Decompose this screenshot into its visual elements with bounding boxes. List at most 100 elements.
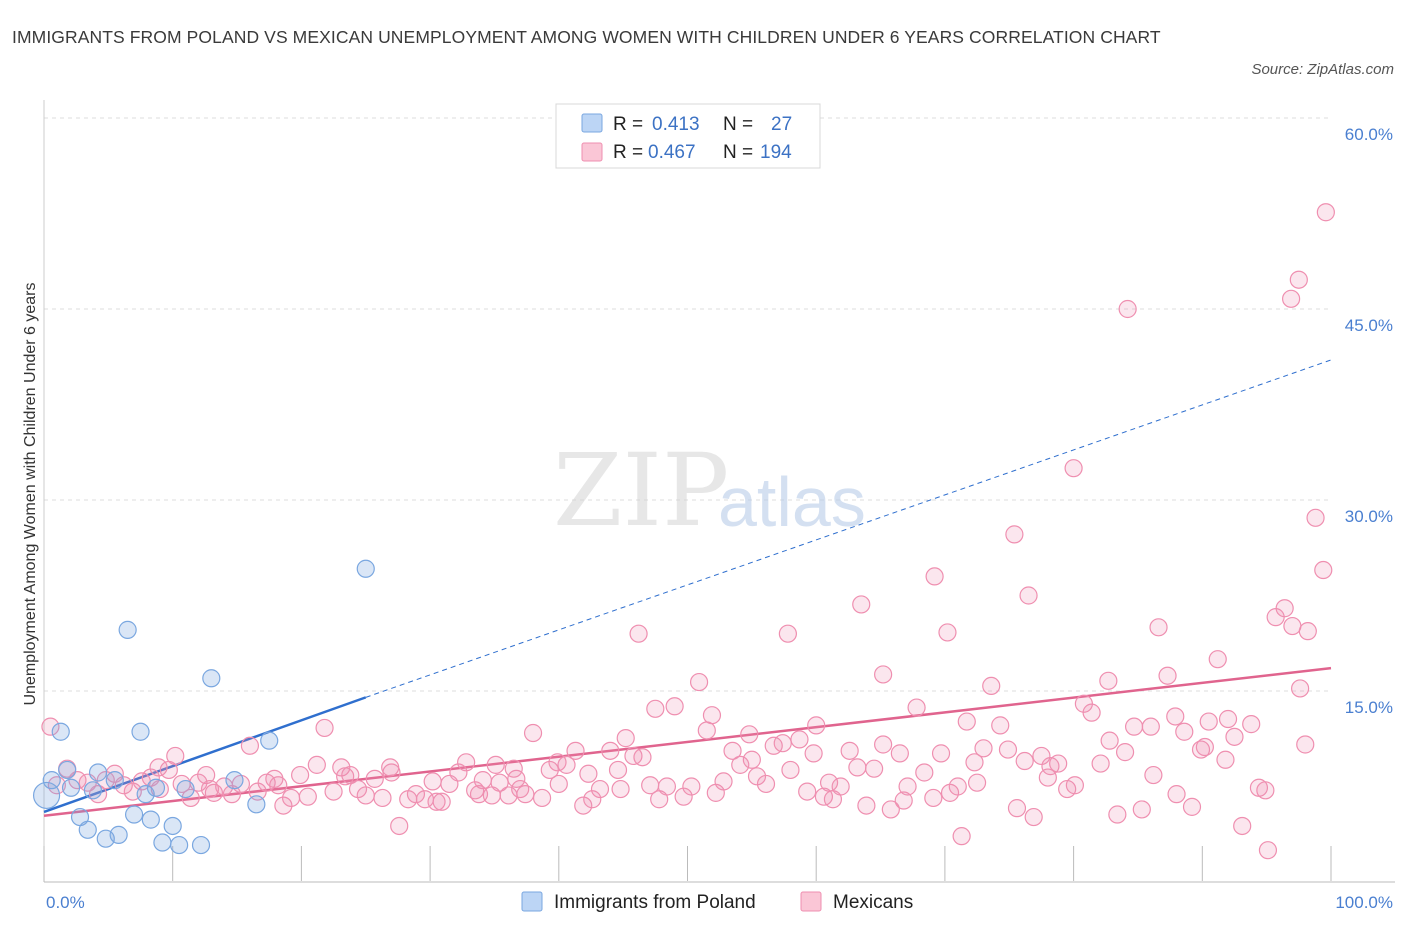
point-mexicans-191 (336, 767, 355, 786)
point-poland-14 (131, 722, 150, 741)
point-mexicans-187 (548, 753, 567, 772)
point-mexicans-43 (406, 785, 426, 804)
point-mexicans-29 (291, 765, 310, 785)
point-mexicans-175 (1038, 768, 1057, 787)
point-poland-15 (136, 785, 155, 804)
point-mexicans-28 (282, 788, 301, 808)
point-mexicans-38 (365, 769, 384, 788)
point-poland-6 (78, 820, 97, 839)
point-mexicans-181 (1144, 765, 1163, 785)
point-mexicans-167 (427, 792, 446, 811)
legend-swatch-mexicans (581, 142, 603, 162)
point-mexicans-190 (381, 758, 400, 777)
point-mexicans-27 (274, 796, 293, 815)
point-mexicans-14 (166, 746, 185, 766)
point-mexicans-23 (240, 736, 260, 755)
grid (44, 117, 1331, 692)
axes (43, 100, 1395, 883)
point-mexicans-120 (1049, 754, 1068, 773)
point-mexicans-68 (616, 729, 635, 748)
watermark: ZIP atlas (553, 432, 866, 549)
point-mexicans-102 (898, 777, 917, 796)
legend-r-label: R = (613, 114, 643, 135)
point-mexicans-160 (925, 567, 944, 586)
point-mexicans-57 (523, 723, 543, 743)
legend-n-label-2: N = (723, 142, 753, 163)
point-mexicans-63 (574, 796, 593, 815)
point-mexicans-74 (665, 697, 684, 716)
point-mexicans-169 (504, 759, 523, 778)
point-poland-22 (191, 835, 211, 855)
point-mexicans-31 (307, 755, 326, 774)
point-mexicans-170 (611, 779, 630, 799)
point-mexicans-41 (390, 816, 409, 836)
point-poland-1 (42, 771, 61, 790)
point-mexicans-110 (965, 753, 984, 772)
point-mexicans-155 (1316, 203, 1335, 222)
point-mexicans-157 (1064, 459, 1083, 478)
point-mexicans-147 (1275, 599, 1294, 618)
point-mexicans-188 (511, 779, 530, 799)
point-mexicans-116 (1015, 751, 1034, 771)
point-mexicans-164 (778, 624, 797, 643)
point-mexicans-21 (222, 785, 242, 804)
point-mexicans-91 (807, 716, 826, 735)
point-mexicans-131 (1141, 717, 1160, 736)
point-mexicans-176 (1167, 785, 1186, 804)
point-mexicans-159 (1019, 586, 1038, 605)
point-mexicans-8 (114, 776, 133, 795)
point-poland-19 (163, 816, 182, 836)
point-mexicans-96 (848, 758, 867, 777)
point-mexicans-142 (1233, 816, 1252, 836)
point-mexicans-139 (1208, 650, 1227, 669)
watermark-atlas: atlas (718, 463, 866, 541)
point-mexicans-183 (952, 827, 971, 846)
legend-r-label-2: R = (613, 142, 643, 163)
point-mexicans-113 (991, 716, 1010, 735)
point-mexicans-58 (532, 788, 552, 808)
point-mexicans-134 (1166, 707, 1185, 726)
point-mexicans-75 (674, 787, 693, 806)
point-mexicans-122 (1065, 776, 1084, 795)
point-mexicans-45 (423, 772, 442, 791)
point-poland-2 (51, 722, 70, 741)
bottom-legend-label-mexicans: Mexicans (833, 892, 913, 913)
point-mexicans-114 (998, 740, 1018, 759)
point-poland-13 (124, 805, 144, 824)
point-mexicans-179 (1296, 735, 1315, 754)
chart-source: Source: ZipAtlas.com (1251, 61, 1394, 78)
point-mexicans-178 (1256, 781, 1275, 800)
point-poland-3 (58, 760, 77, 780)
point-mexicans-154 (1289, 270, 1308, 289)
point-mexicans-129 (1124, 717, 1144, 736)
point-mexicans-37 (356, 786, 375, 805)
point-mexicans-100 (881, 800, 900, 819)
point-mexicans-97 (857, 796, 876, 815)
point-mexicans-127 (1108, 805, 1127, 824)
point-mexicans-149 (1291, 679, 1310, 698)
point-mexicans-130 (1132, 800, 1151, 819)
point-mexicans-192 (269, 776, 288, 795)
point-mexicans-39 (373, 788, 392, 808)
point-poland-21 (176, 779, 195, 799)
point-mexicans-125 (1091, 754, 1110, 773)
chart-title: IMMIGRANTS FROM POLAND VS MEXICAN UNEMPL… (12, 27, 1161, 47)
bottom-legend-label-poland: Immigrants from Poland (554, 892, 756, 913)
point-mexicans-182 (1100, 731, 1119, 750)
point-mexicans-133 (1158, 666, 1177, 685)
point-mexicans-89 (790, 730, 809, 749)
legend-r-poland: 0.413 (652, 114, 700, 135)
point-poland-25 (247, 795, 266, 814)
point-mexicans-1 (47, 776, 66, 795)
point-mexicans-16 (181, 788, 200, 808)
point-mexicans-82 (731, 755, 750, 774)
point-poland-24 (225, 771, 244, 790)
point-mexicans-49 (457, 753, 476, 772)
point-mexicans-108 (948, 777, 967, 796)
point-mexicans-135 (1175, 722, 1194, 741)
point-mexicans-76 (682, 777, 701, 796)
point-mexicans-77 (689, 672, 709, 692)
point-poland-16 (141, 810, 160, 829)
point-mexicans-172 (819, 773, 839, 792)
point-poland-27 (356, 559, 375, 578)
